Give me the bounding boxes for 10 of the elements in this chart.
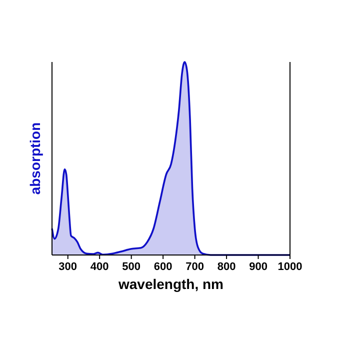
x-tick-label: 800 (217, 261, 236, 273)
x-tick-label: 500 (122, 261, 141, 273)
x-tick-label: 300 (58, 261, 78, 273)
x-tick-label: 400 (90, 261, 109, 273)
x-tick-label: 900 (249, 261, 268, 273)
x-tick-label: 700 (186, 261, 204, 273)
x-tick-label: 1000 (278, 261, 302, 273)
y-axis-title: absorption (27, 122, 43, 195)
x-axis-title: wavelength, nm (117, 276, 224, 292)
x-tick-label: 600 (154, 261, 172, 273)
